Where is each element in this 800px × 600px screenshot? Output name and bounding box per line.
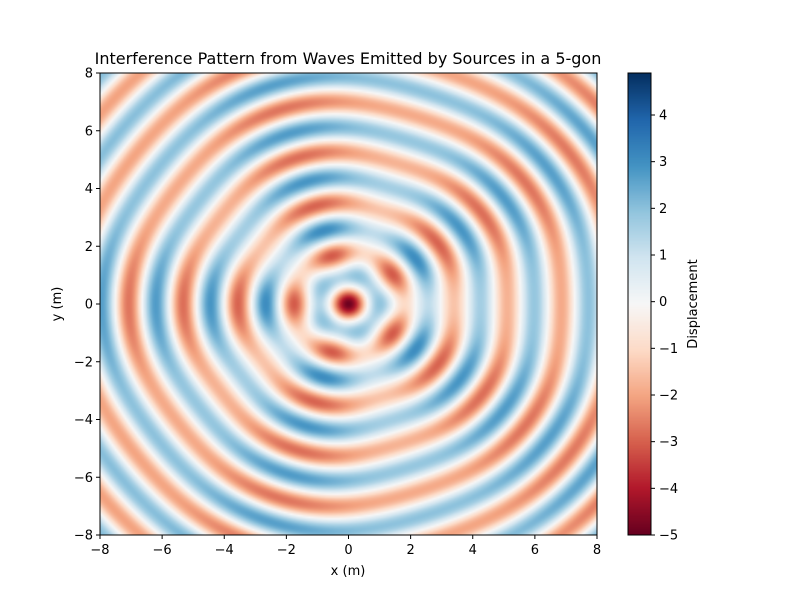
x-axis-label: x (m) xyxy=(331,564,366,579)
colorbar-frame xyxy=(627,72,652,536)
colorbar-tick-label: 3 xyxy=(659,155,667,170)
x-tick-label: −2 xyxy=(277,543,296,558)
colorbar-tick-label: −5 xyxy=(659,529,678,544)
y-tick-label: −6 xyxy=(74,471,93,486)
y-axis-ticks: −8 −6 −4 −2 0 2 4 6 8 xyxy=(74,67,100,544)
x-tick-label: 0 xyxy=(344,543,352,558)
colorbar-tick-label: 1 xyxy=(659,249,667,264)
x-tick-label: 4 xyxy=(469,543,477,558)
x-tick-label: 8 xyxy=(593,543,601,558)
x-axis-ticks: −8 −6 −4 −2 0 2 4 6 8 xyxy=(90,535,601,558)
y-tick-label: 2 xyxy=(85,240,93,255)
colorbar-tick-label: −3 xyxy=(659,435,678,450)
colorbar-tick-label: −4 xyxy=(659,482,678,497)
x-tick-label: −6 xyxy=(153,543,172,558)
y-tick-label: −8 xyxy=(74,529,93,544)
colorbar-tick-label: 4 xyxy=(659,109,667,124)
colorbar-ticks: −5 −4 −3 −2 −1 0 1 2 3 4 xyxy=(651,109,678,544)
colorbar-tick-label: −2 xyxy=(659,389,678,404)
y-axis-label: y (m) xyxy=(50,287,65,322)
colorbar-gradient xyxy=(628,73,651,535)
heatmap-image xyxy=(100,73,597,535)
x-tick-label: −4 xyxy=(215,543,234,558)
y-tick-label: −4 xyxy=(74,413,93,428)
y-tick-label: 0 xyxy=(85,298,93,313)
colorbar-tick-label: 0 xyxy=(659,295,667,310)
colorbar-tick-label: 2 xyxy=(659,202,667,217)
x-tick-label: −8 xyxy=(90,543,109,558)
y-tick-label: 6 xyxy=(85,124,93,139)
x-tick-label: 2 xyxy=(406,543,414,558)
colorbar-label: Displacement xyxy=(686,259,701,348)
colorbar-tick-label: −1 xyxy=(659,342,678,357)
y-tick-label: −2 xyxy=(74,355,93,370)
y-tick-label: 8 xyxy=(85,67,93,82)
chart-title: Interference Pattern from Waves Emitted … xyxy=(95,49,602,68)
x-tick-label: 6 xyxy=(531,543,539,558)
y-tick-label: 4 xyxy=(85,182,93,197)
